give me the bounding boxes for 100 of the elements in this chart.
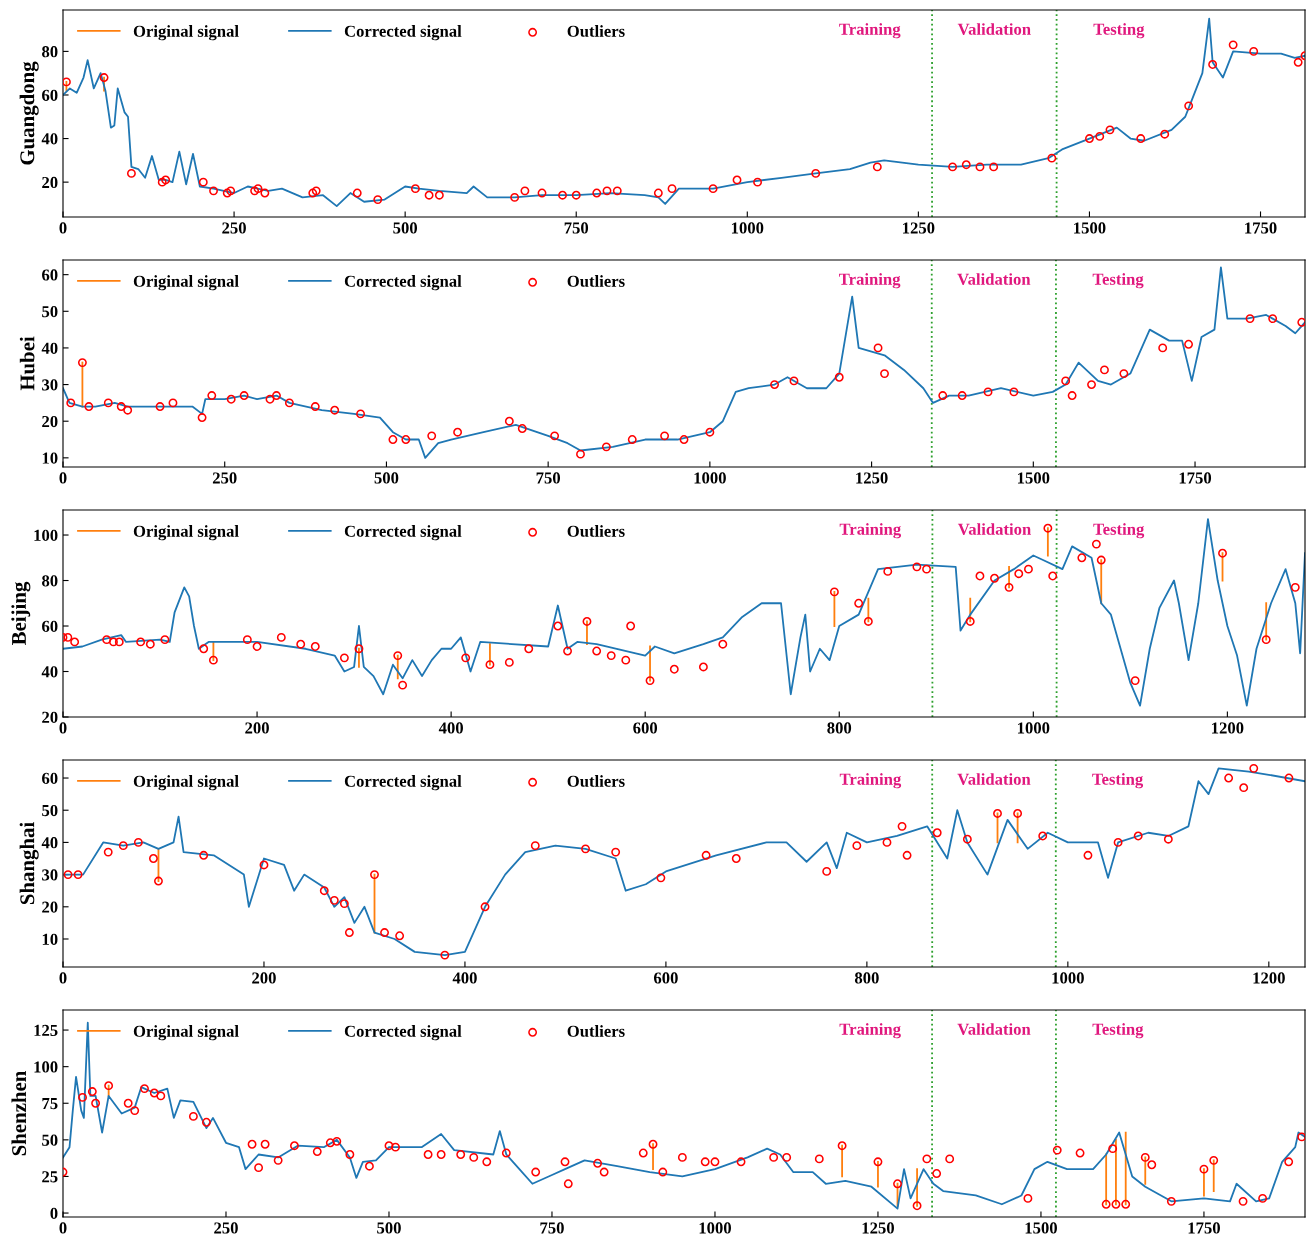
x-tick-label: 1250 [862, 1222, 894, 1234]
legend-label: Original signal [133, 25, 239, 41]
legend-label: Outliers [567, 525, 625, 537]
y-axis-title: Beijing [11, 581, 31, 645]
y-axis-title: Shenzhen [11, 1070, 27, 1156]
legend-label: Corrected signal [344, 275, 462, 291]
y-tick-label: 40 [41, 837, 58, 849]
annotation: Testing [1093, 523, 1145, 539]
legend-label: Original signal [133, 775, 239, 791]
x-tick-label: 1000 [694, 472, 726, 484]
annotation: Training [839, 523, 902, 539]
x-tick-label: 1000 [699, 1222, 731, 1234]
y-tick-label: 60 [42, 89, 58, 101]
x-tick-label: 1250 [903, 222, 935, 234]
y-tick-label: 0 [50, 1207, 58, 1219]
y-axis-title: Guangdong [19, 61, 39, 165]
legend-label: Outliers [567, 775, 625, 787]
y-tick-label: 80 [42, 575, 58, 587]
x-tick-label: 1500 [1017, 472, 1050, 484]
x-tick-label: 250 [214, 1222, 238, 1234]
x-tick-label: 1500 [1025, 1222, 1057, 1234]
y-tick-label: 60 [42, 620, 58, 632]
y-tick-label: 80 [42, 46, 58, 58]
y-tick-label: 100 [34, 1061, 58, 1073]
x-tick-label: 800 [827, 722, 852, 734]
annotation: Training [839, 23, 901, 39]
x-tick-label: 600 [633, 722, 658, 734]
x-tick-label: 0 [59, 972, 67, 984]
x-tick-label: 1750 [1245, 222, 1277, 234]
annotation: Testing [1092, 273, 1144, 289]
y-tick-label: 40 [41, 342, 58, 354]
y-tick-label: 20 [42, 415, 58, 428]
x-tick-label: 1200 [1212, 722, 1244, 734]
y-tick-label: 20 [42, 901, 58, 913]
y-tick-label: 30 [42, 869, 58, 881]
y-axis-title: Shanghai [19, 822, 39, 905]
annotation: Validation [957, 773, 1031, 785]
legend-label: Corrected signal [344, 1025, 462, 1041]
y-tick-label: 20 [42, 711, 58, 723]
x-tick-label: 0 [59, 222, 67, 234]
y-tick-label: 10 [42, 452, 58, 464]
x-tick-label: 500 [374, 472, 399, 484]
y-tick-label: 40 [41, 666, 58, 678]
x-tick-label: 400 [452, 972, 477, 984]
y-tick-label: 50 [42, 1134, 58, 1146]
x-tick-label: 1200 [1253, 972, 1285, 984]
x-tick-label: 0 [59, 722, 67, 734]
annotation: Validation [957, 273, 1031, 285]
x-tick-label: 1000 [1052, 972, 1084, 984]
x-tick-label: 0 [59, 472, 67, 484]
y-tick-label: 10 [42, 933, 58, 945]
x-tick-label: 200 [245, 722, 269, 734]
annotation: Training [839, 273, 901, 289]
legend-label: Original signal [133, 1025, 239, 1041]
x-tick-label: 250 [222, 222, 246, 234]
legend-label: Original signal [133, 525, 239, 541]
y-tick-label: 40 [41, 133, 58, 145]
x-tick-label: 0 [59, 1222, 67, 1234]
x-tick-label: 800 [854, 972, 879, 984]
y-tick-label: 60 [42, 772, 58, 784]
x-tick-label: 500 [377, 1222, 401, 1234]
x-tick-label: 1750 [1179, 472, 1212, 484]
x-tick-label: 750 [564, 222, 589, 234]
x-tick-label: 1250 [856, 472, 888, 484]
legend-label: Outliers [567, 25, 625, 37]
y-tick-label: 30 [42, 379, 58, 391]
y-tick-label: 25 [42, 1171, 58, 1183]
y-tick-label: 20 [42, 176, 58, 189]
legend-label: Original signal [133, 275, 239, 291]
legend-label: Corrected signal [344, 525, 462, 541]
annotation: Training [839, 773, 902, 789]
annotation: Training [839, 1023, 901, 1039]
x-tick-label: 1000 [1017, 722, 1050, 734]
legend-label: Outliers [567, 275, 625, 287]
x-tick-label: 250 [212, 472, 237, 484]
x-tick-label: 750 [540, 1222, 564, 1234]
y-tick-label: 60 [42, 269, 58, 281]
x-tick-label: 400 [438, 722, 463, 734]
y-tick-label: 75 [42, 1098, 58, 1110]
legend-label: Outliers [567, 1025, 625, 1037]
annotation: Validation [957, 1023, 1031, 1035]
y-axis-title: Hubei [19, 336, 35, 391]
legend-label: Corrected signal [344, 25, 462, 41]
x-tick-label: 600 [653, 972, 678, 984]
x-tick-label: 750 [536, 472, 561, 484]
annotation: Testing [1092, 1023, 1144, 1039]
y-tick-label: 100 [34, 529, 58, 541]
x-tick-label: 200 [252, 972, 276, 984]
y-tick-label: 125 [34, 1024, 58, 1036]
x-tick-label: 1000 [731, 222, 764, 234]
y-tick-label: 50 [42, 305, 58, 318]
annotation: Validation [957, 523, 1031, 535]
y-tick-label: 50 [42, 804, 58, 817]
legend-label: Corrected signal [344, 775, 462, 791]
annotation: Testing [1092, 773, 1144, 789]
annotation: Validation [957, 23, 1031, 35]
x-tick-label: 500 [393, 222, 418, 234]
x-tick-label: 1500 [1074, 222, 1106, 234]
annotation: Testing [1093, 23, 1145, 39]
x-tick-label: 1750 [1188, 1222, 1220, 1234]
